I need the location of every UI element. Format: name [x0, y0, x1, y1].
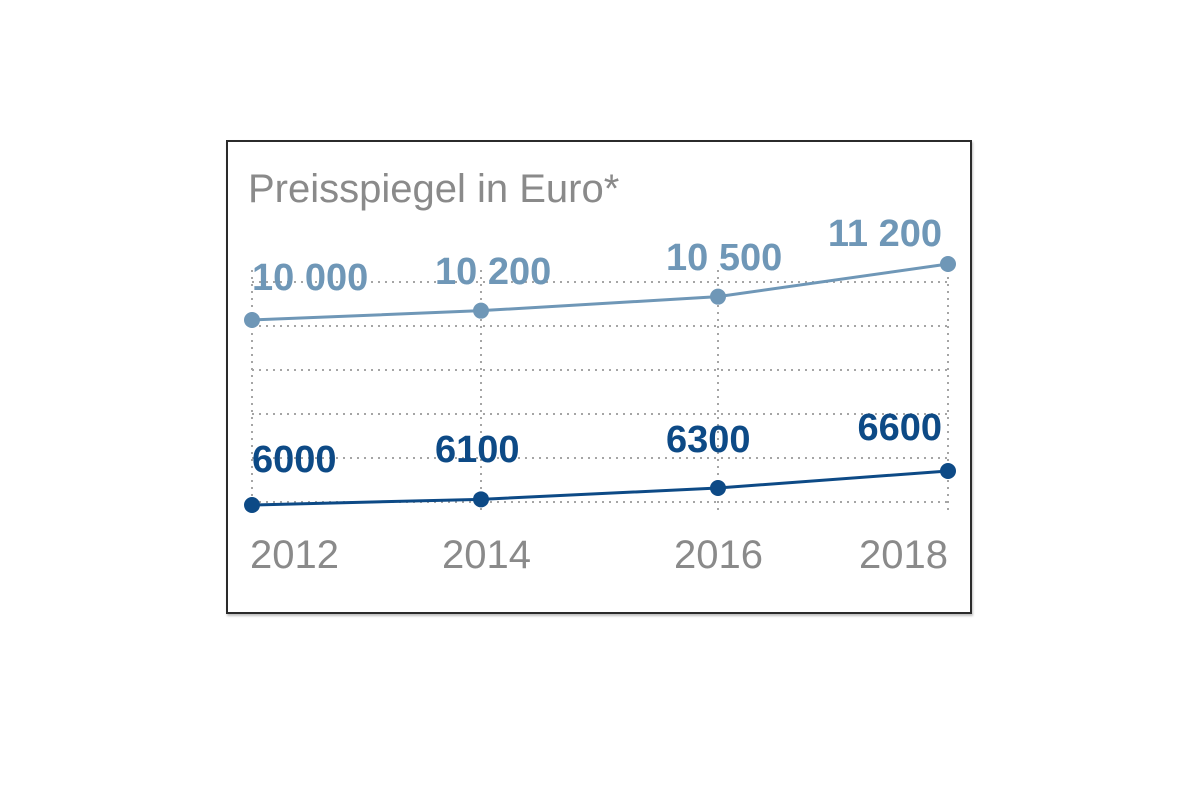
data-labels: 10 000 10 200 10 500 11 200 6000 6100 6300 6600 [252, 213, 942, 481]
x-tick-label: 2014 [442, 533, 531, 577]
data-label-lower: 6100 [435, 429, 520, 471]
grid [251, 270, 949, 510]
data-label-upper: 10 000 [252, 257, 368, 299]
line-chart: Preisspiegel in Euro* 10 000 10 200 10 500… [244, 167, 956, 577]
chart-frame: Preisspiegel in Euro* 10 000 10 200 10 500… [226, 140, 972, 614]
data-point-lower [710, 480, 726, 496]
series-line-lower [251, 469, 949, 507]
x-axis-ticks: 2012 2014 2016 2018 [250, 533, 948, 577]
data-label-lower: 6300 [666, 419, 751, 461]
data-point-lower [940, 463, 956, 479]
x-tick-label: 2016 [674, 533, 763, 577]
data-point-lower [244, 497, 260, 513]
data-point-upper [473, 302, 489, 319]
x-tick-label: 2018 [859, 533, 948, 577]
chart-title: Preisspiegel in Euro* [248, 167, 619, 211]
data-point-lower [473, 491, 489, 508]
data-point-upper [940, 256, 956, 272]
x-tick-label: 2012 [250, 533, 339, 577]
data-label-upper: 11 200 [828, 213, 942, 255]
series-lines [251, 262, 949, 507]
data-label-upper: 10 500 [666, 237, 782, 279]
data-label-lower: 6000 [252, 439, 337, 481]
data-label-lower: 6600 [857, 407, 942, 449]
data-point-upper [244, 312, 260, 328]
data-label-upper: 10 200 [435, 251, 551, 293]
data-points [244, 256, 956, 513]
series-line-upper [251, 262, 949, 322]
data-point-upper [710, 288, 726, 305]
